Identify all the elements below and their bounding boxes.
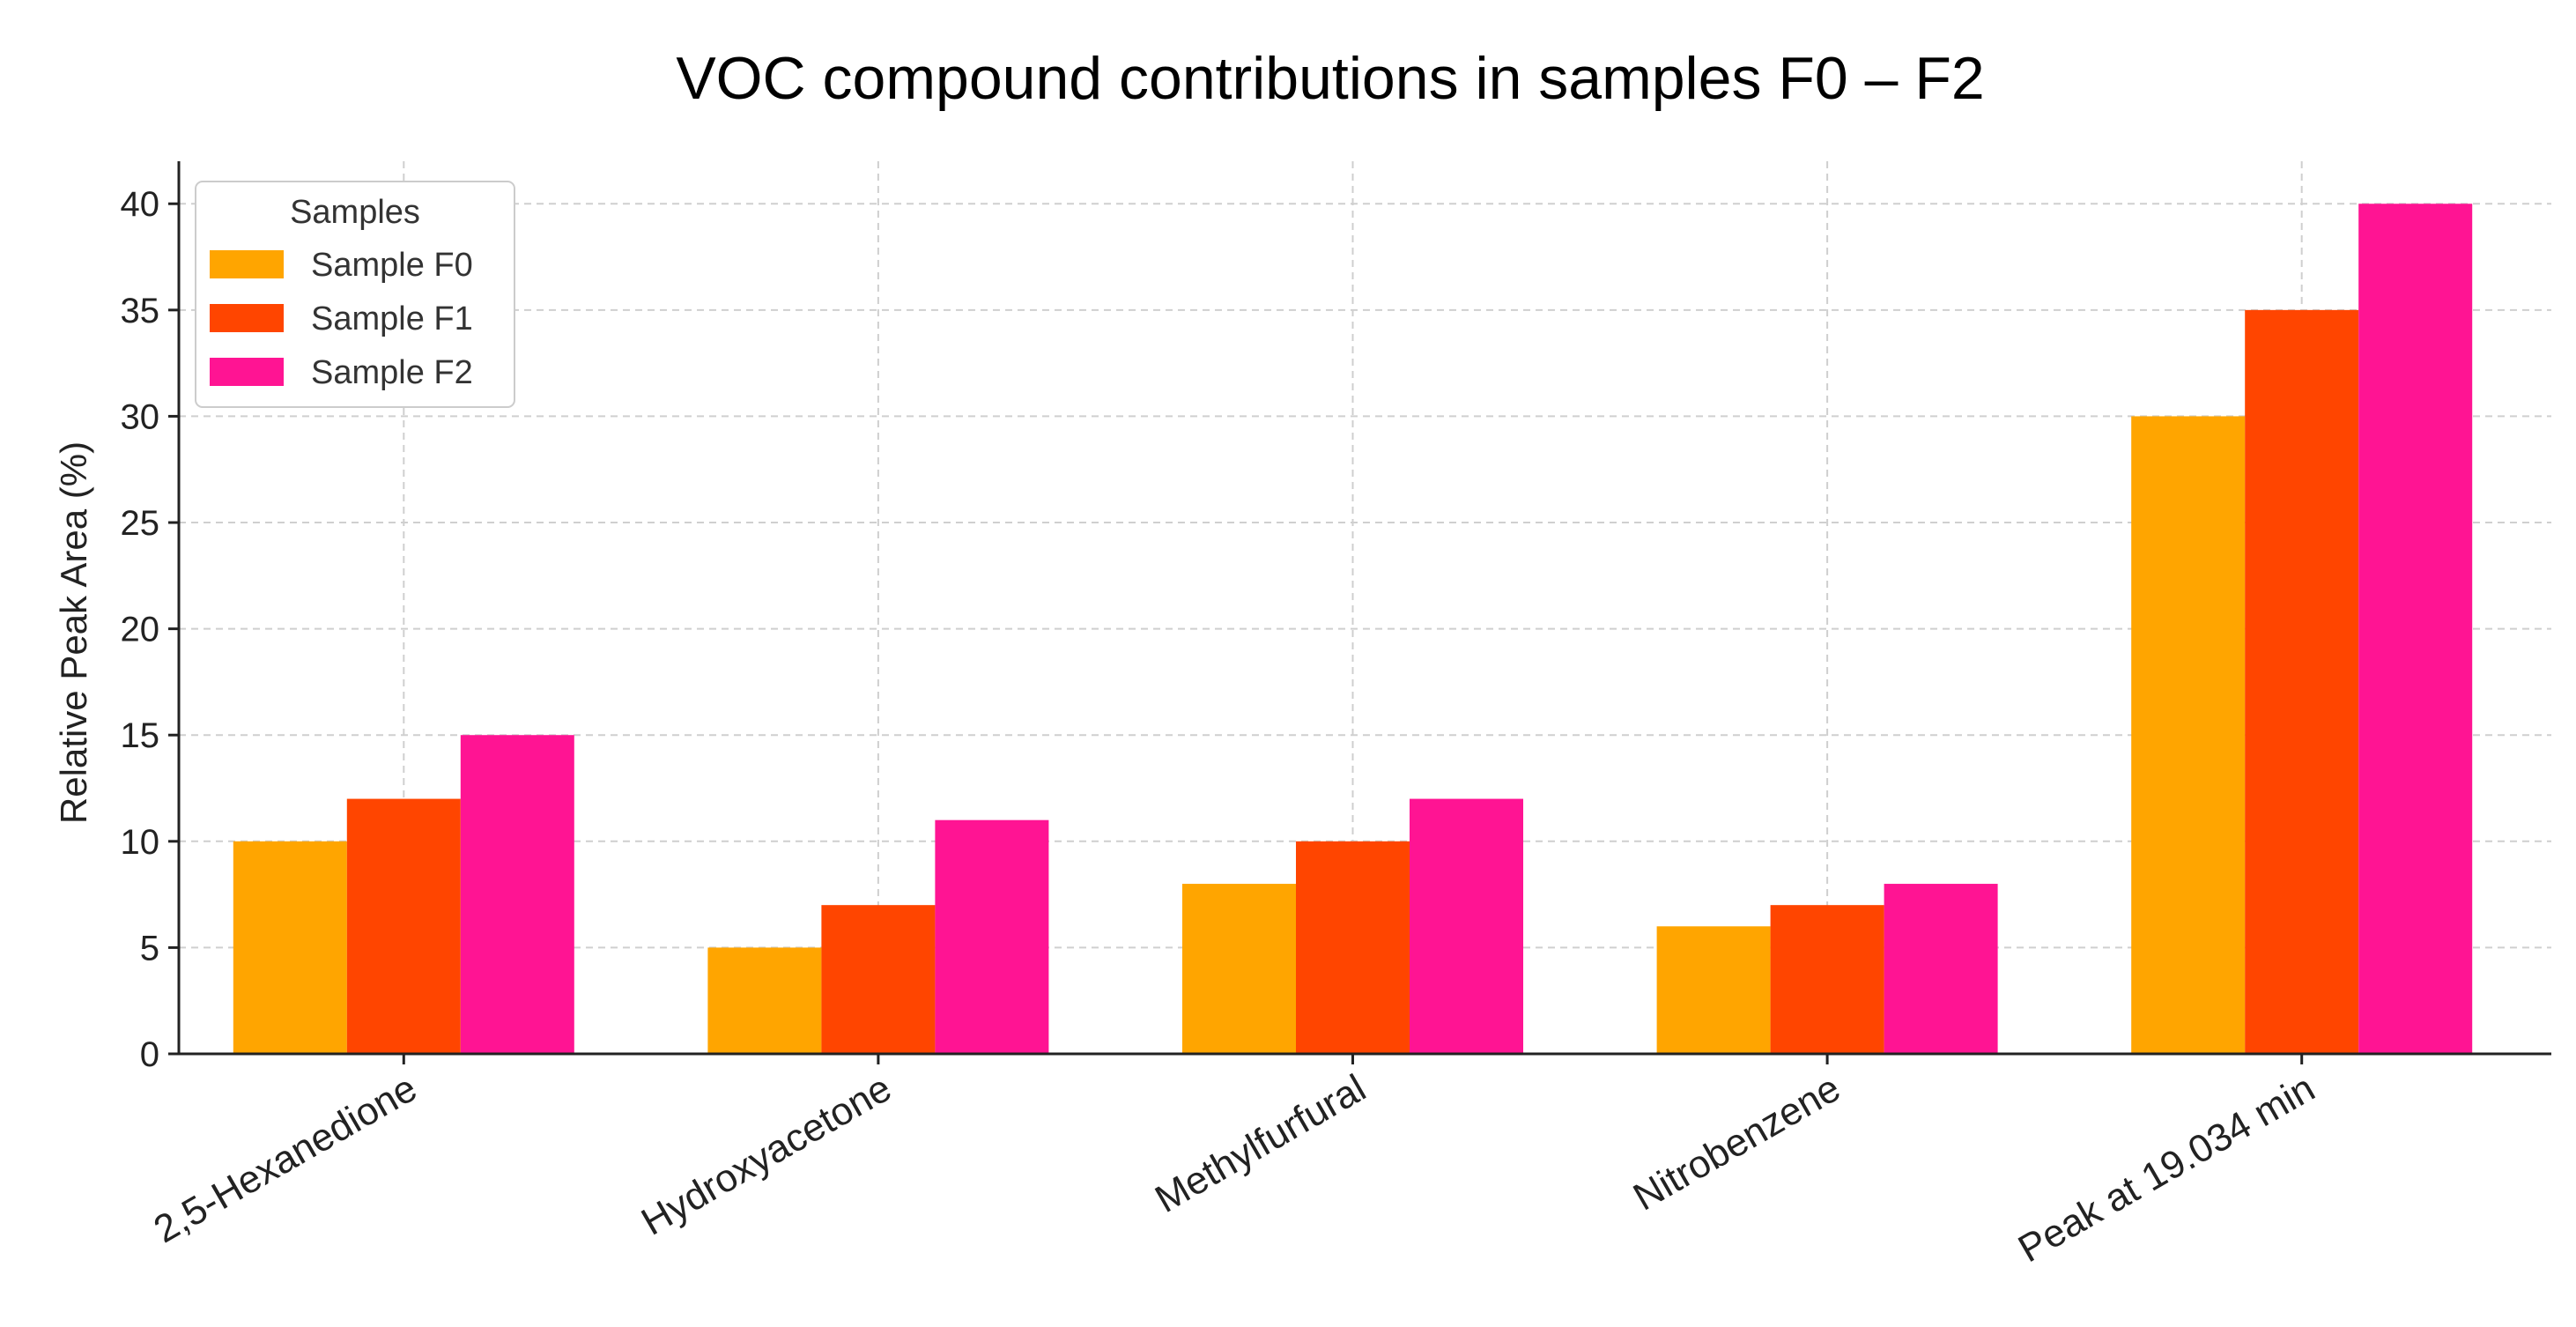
legend-label: Sample F2 <box>311 354 473 391</box>
bar-sample-f2 <box>1884 884 1998 1054</box>
legend: Samples Sample F0 Sample F1 Sample F2 <box>195 181 515 408</box>
y-tick-label: 25 <box>121 504 160 543</box>
legend-items: Sample F0 Sample F1 Sample F2 <box>210 247 473 391</box>
bar-sample-f0 <box>1182 884 1296 1054</box>
y-tick-label: 10 <box>121 823 160 862</box>
y-axis-label: Relative Peak Area (%) <box>53 441 94 824</box>
bar-sample-f1 <box>821 905 936 1054</box>
y-tick-label: 30 <box>121 397 160 436</box>
bar-sample-f1 <box>2245 309 2359 1054</box>
legend-title: Samples <box>290 194 420 231</box>
bar-sample-f1 <box>1296 841 1410 1054</box>
y-axis-ticks: 0 5 10 15 20 25 30 35 40 <box>121 185 179 1074</box>
bar-sample-f2 <box>2358 204 2473 1054</box>
legend-label: Sample F1 <box>311 300 473 337</box>
y-tick-label: 35 <box>121 292 160 330</box>
chart-title: VOC compound contributions in samples F0… <box>676 45 1984 112</box>
legend-swatch <box>210 250 284 278</box>
bar-sample-f0 <box>2131 416 2246 1054</box>
bar-sample-f0 <box>233 841 347 1054</box>
bar-sample-f1 <box>1770 905 1884 1054</box>
y-tick-label: 40 <box>121 185 160 224</box>
bar-sample-f2 <box>1410 798 1523 1054</box>
legend-swatch <box>210 304 284 332</box>
bar-sample-f1 <box>346 798 461 1054</box>
y-tick-label: 20 <box>121 611 160 649</box>
legend-frame <box>195 181 515 408</box>
bars <box>233 204 2473 1054</box>
y-tick-label: 5 <box>140 929 159 967</box>
legend-swatch <box>210 358 284 386</box>
bar-sample-f0 <box>707 947 822 1054</box>
bar-sample-f2 <box>935 819 1049 1054</box>
bar-sample-f0 <box>1656 926 1771 1054</box>
legend-label: Sample F0 <box>311 247 473 284</box>
y-tick-label: 15 <box>121 716 160 755</box>
bar-sample-f2 <box>460 735 574 1054</box>
y-tick-label: 0 <box>140 1035 159 1074</box>
